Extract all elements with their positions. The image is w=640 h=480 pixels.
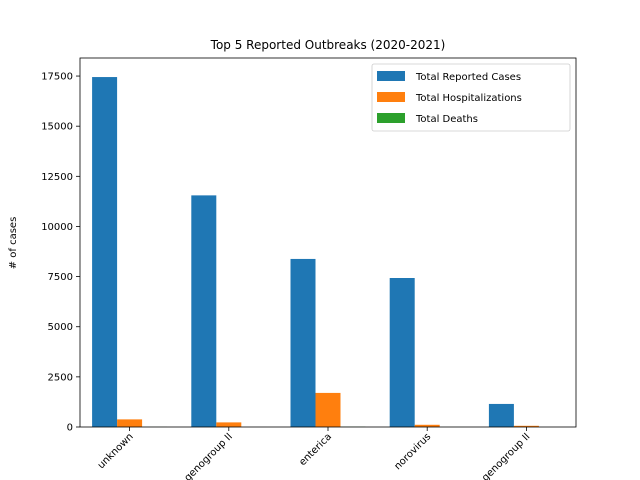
y-tick-label: 5000 <box>48 322 73 333</box>
bar-total-reported-cases-1 <box>191 195 217 427</box>
y-tick-label: 2500 <box>48 372 73 383</box>
legend-label: Total Reported Cases <box>415 72 521 83</box>
bar-total-reported-cases-2 <box>290 258 316 427</box>
plot-frame <box>79 57 577 428</box>
x-tick-label: enterica <box>297 431 334 468</box>
bar-total-reported-cases-0 <box>92 77 118 428</box>
x-tick-label: genogroup II <box>183 431 235 480</box>
chart-title: Top 5 Reported Outbreaks (2020-2021) <box>210 38 446 52</box>
bars-group <box>92 77 539 428</box>
bar-total-hospitalizations-1 <box>216 422 242 427</box>
legend-swatch <box>377 113 405 123</box>
bar-total-reported-cases-4 <box>488 403 514 427</box>
x-axis: unknown genogroup II enterica norovirus geno… <box>96 427 533 480</box>
x-tick-label: genogroup II <box>480 431 532 480</box>
y-tick-label: 15000 <box>41 122 73 133</box>
x-tick-label: norovirus <box>392 431 433 472</box>
y-tick-label: 0 <box>67 423 73 434</box>
legend-swatch <box>377 92 405 102</box>
y-tick-label: 10000 <box>41 222 73 233</box>
bar-total-hospitalizations-4 <box>513 425 539 427</box>
x-tick-label: unknown <box>96 431 136 471</box>
legend-label: Total Hospitalizations <box>415 93 522 104</box>
bar-total-hospitalizations-0 <box>117 419 143 427</box>
legend: Total Reported Cases Total Hospitalizatio… <box>371 63 571 132</box>
bar-total-hospitalizations-2 <box>315 392 341 427</box>
bar-total-reported-cases-3 <box>389 278 415 427</box>
bar-total-hospitalizations-3 <box>414 424 440 427</box>
y-axis-label: # of cases <box>8 217 19 270</box>
y-tick-label: 12500 <box>41 172 73 183</box>
y-axis: 0 2500 5000 7500 10000 12500 15000 17500 <box>41 72 80 434</box>
legend-swatch <box>377 71 405 81</box>
legend-label: Total Deaths <box>415 114 478 125</box>
legend-box <box>371 63 571 132</box>
y-tick-label: 17500 <box>41 72 73 83</box>
y-tick-label: 7500 <box>48 272 73 283</box>
